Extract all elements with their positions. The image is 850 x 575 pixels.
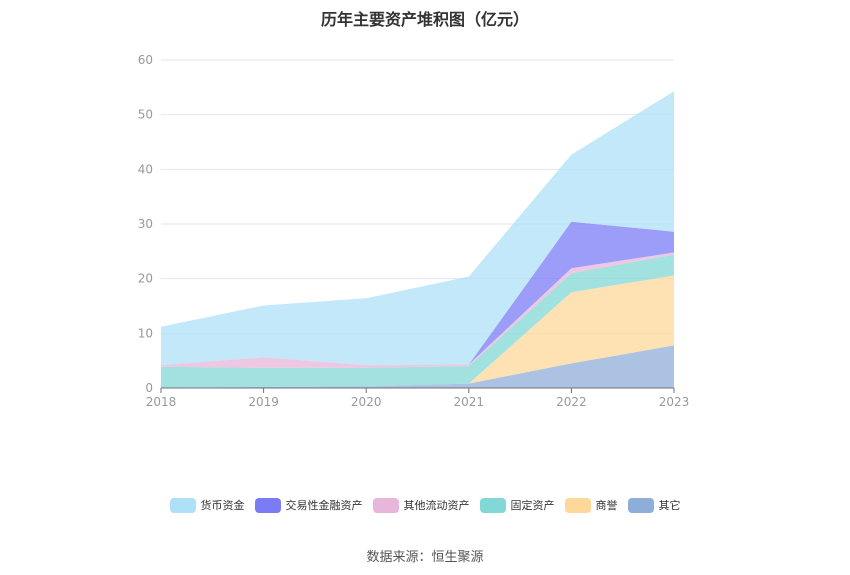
chart-title: 历年主要资产堆积图（亿元）: [320, 10, 529, 29]
x-tick-label: 2021: [454, 395, 485, 409]
legend-swatch: [169, 497, 196, 513]
y-tick-label: 50: [138, 108, 153, 122]
legend-swatch: [564, 497, 591, 513]
area-series: [161, 91, 674, 388]
legend-swatch: [254, 497, 281, 513]
legend-label: 交易性金融资产: [285, 499, 363, 512]
legend-label: 商誉: [595, 499, 618, 512]
legend-item[interactable]: 交易性金融资产: [254, 497, 363, 513]
y-tick-label: 20: [138, 272, 153, 286]
legend-swatch: [372, 497, 399, 513]
area-固定资产: [161, 254, 674, 388]
y-tick-label: 0: [145, 381, 153, 395]
x-tick-label: 2018: [146, 395, 177, 409]
legend-label: 货币资金: [200, 499, 245, 512]
x-tick-label: 2022: [556, 395, 587, 409]
legend-item[interactable]: 其它: [627, 497, 681, 513]
axes: 0 10 20 30 40 50 60 2018 2019 2020 2021 2022 2023: [138, 53, 690, 409]
source-note: 数据来源：恒生聚源: [366, 550, 484, 565]
area-交易性金融资产: [161, 221, 674, 365]
legend-item[interactable]: 其他流动资产: [372, 497, 470, 513]
legend-label: 固定资产: [510, 499, 555, 512]
y-tick-label: 30: [138, 217, 153, 231]
y-tick-label: 10: [138, 326, 153, 340]
x-tick-label: 2020: [351, 395, 382, 409]
x-tick-label: 2023: [659, 395, 690, 409]
legend-swatch: [627, 497, 654, 513]
x-tick-label: 2019: [248, 395, 279, 409]
legend: 货币资金 交易性金融资产 其他流动资产 固定资产 商誉 其它: [0, 497, 850, 513]
area-商誉: [161, 275, 674, 388]
y-tick-label: 40: [138, 162, 153, 176]
legend-item[interactable]: 货币资金: [169, 497, 245, 513]
legend-item[interactable]: 固定资产: [479, 497, 555, 513]
legend-label: 其他流动资产: [403, 499, 470, 512]
legend-swatch: [479, 497, 506, 513]
legend-item[interactable]: 商誉: [564, 497, 618, 513]
legend-label: 其它: [658, 499, 681, 512]
area-其它: [161, 345, 674, 388]
y-tick-label: 60: [138, 53, 153, 67]
area-货币资金: [161, 91, 674, 365]
